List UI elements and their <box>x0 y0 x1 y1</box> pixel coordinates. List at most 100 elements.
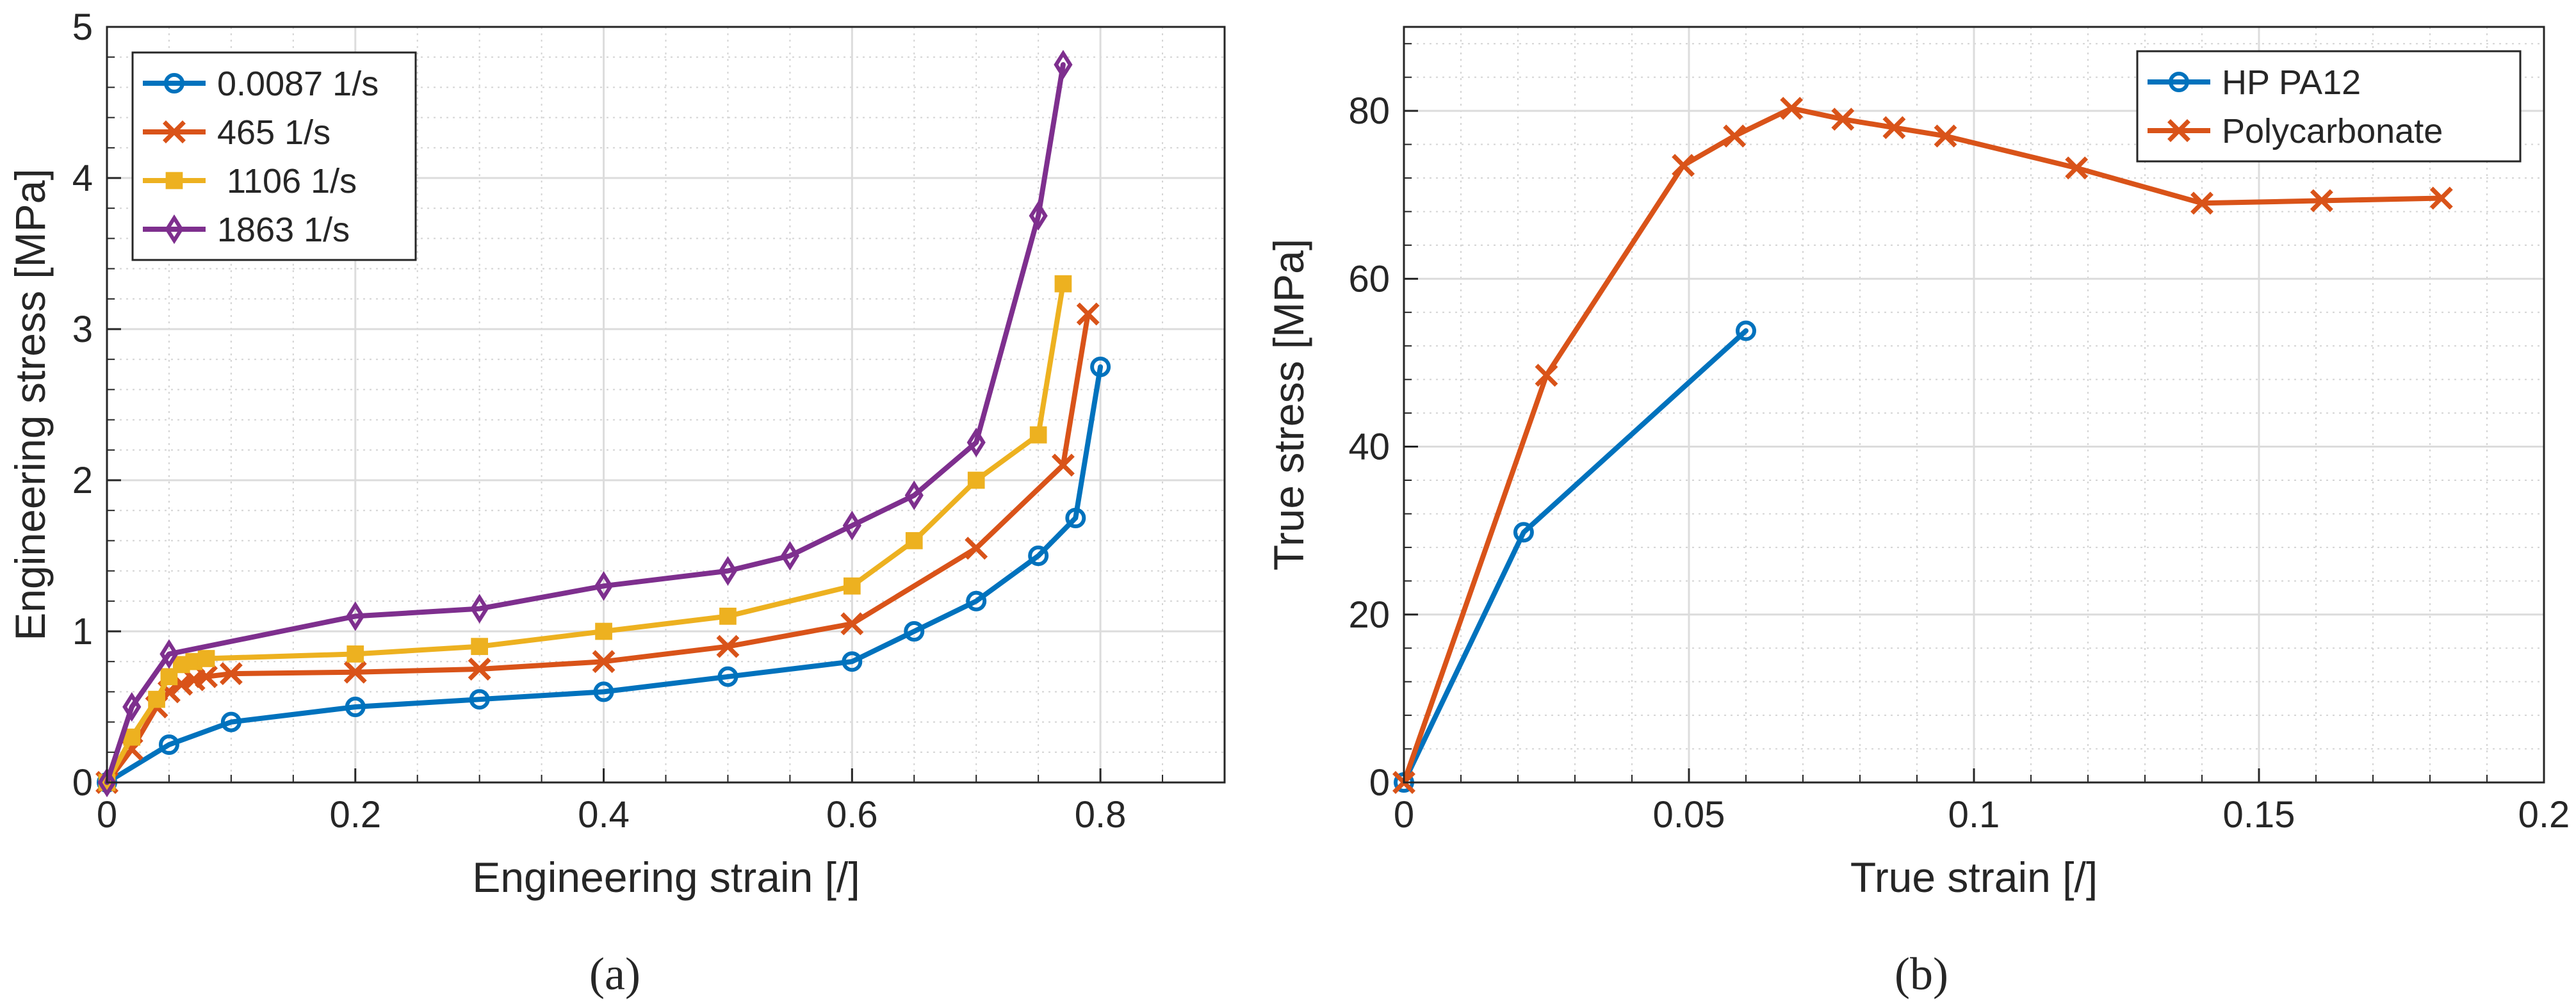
data-point-0-0087-1-s <box>345 697 366 717</box>
y-tick-label: 1 <box>72 611 93 652</box>
panel-b-caption: (b) <box>1895 948 1948 1000</box>
panel-b-x-axis-label: True strain [/] <box>1850 854 2098 901</box>
data-point-1106-1-s <box>905 532 923 549</box>
series-1863-1-s <box>97 49 1073 798</box>
x-tick-label: 0.6 <box>826 794 878 836</box>
legend-label: 0.0087 1/s <box>217 65 379 103</box>
legend-label: 1863 1/s <box>217 211 350 249</box>
panel-b-x-tick-labels: 0 0.05 0.1 0.15 0.2 <box>1394 794 2570 836</box>
data-point-465-1-s <box>468 658 491 681</box>
data-point-1106-1-s <box>1029 426 1047 444</box>
data-point-1863-1-s <box>122 692 142 722</box>
x-tick-label: 0 <box>1394 794 1414 836</box>
data-point-0-0087-1-s <box>1065 508 1086 528</box>
x-tick-label: 0.4 <box>578 794 630 836</box>
data-point-0-0087-1-s <box>158 734 179 755</box>
y-tick-label: 60 <box>1348 258 1390 300</box>
data-point-1106-1-s <box>595 622 612 640</box>
data-point-polycarbonate <box>1672 154 1695 177</box>
series-line-hp-pa12 <box>1401 328 1749 785</box>
data-point-polycarbonate <box>1831 108 1855 131</box>
data-point-polycarbonate <box>1723 124 1747 148</box>
data-point-1863-1-s <box>97 767 117 798</box>
legend-entry-hp-pa12: HP PA12 <box>2148 63 2361 102</box>
data-point-1863-1-s <box>966 427 986 458</box>
data-point-1863-1-s <box>594 571 614 601</box>
data-point-polycarbonate <box>1882 116 1906 140</box>
panel-a-legend: 0.0087 1/s 465 1/s 1106 1/s 1863 1/s <box>131 51 417 261</box>
data-point-465-1-s <box>965 537 988 560</box>
panel-a-ticks <box>106 26 1225 784</box>
data-point-0-0087-1-s <box>842 651 863 672</box>
series-0-0087-1-s <box>97 357 1111 793</box>
data-point-1863-1-s <box>1054 49 1073 80</box>
data-point-1106-1-s <box>719 608 737 625</box>
data-point-0-0087-1-s <box>904 621 925 642</box>
data-point-hp-pa12 <box>1513 522 1534 543</box>
y-tick-label: 0 <box>72 762 93 804</box>
series-line-1863-1-s <box>104 62 1066 785</box>
data-point-465-1-s <box>716 635 740 658</box>
data-point-0-0087-1-s <box>966 590 987 611</box>
panel-b-series <box>1392 97 2453 794</box>
data-point-polycarbonate <box>1535 364 1558 387</box>
data-point-1863-1-s <box>159 639 179 669</box>
legend-swatch-marker <box>164 73 184 93</box>
x-tick-label: 0.2 <box>329 794 381 836</box>
data-point-1106-1-s <box>346 645 364 663</box>
panel-a: 0 0.2 0.4 0.6 0.8 0 1 2 3 4 5 Engineering strain … <box>6 6 1226 1000</box>
data-point-1863-1-s <box>780 540 799 571</box>
series-line-polycarbonate <box>1401 106 2444 785</box>
x-tick-label: 0.15 <box>2223 794 2295 836</box>
data-point-polycarbonate <box>2190 191 2213 215</box>
data-point-polycarbonate <box>1934 124 1957 148</box>
data-point-1863-1-s <box>904 480 924 510</box>
legend-entry-polycarbonate: Polycarbonate <box>2148 112 2443 150</box>
legend-label: 465 1/s <box>217 113 330 152</box>
data-point-465-1-s <box>219 662 243 686</box>
data-point-polycarbonate <box>2429 186 2453 210</box>
legend-label: Polycarbonate <box>2222 112 2443 150</box>
x-tick-label: 0.2 <box>2518 794 2570 836</box>
data-point-1863-1-s <box>1029 200 1048 231</box>
panel-a-x-axis-label: Engineering strain [/] <box>472 854 860 901</box>
x-tick-label: 0.8 <box>1075 794 1127 836</box>
series-1106-1-s <box>98 275 1072 791</box>
legend-entry-1863-1-s: 1863 1/s <box>143 211 350 249</box>
data-point-polycarbonate <box>2065 156 2089 180</box>
legend-entry-0-0087-1-s: 0.0087 1/s <box>143 65 379 103</box>
data-point-465-1-s <box>840 612 864 636</box>
data-point-1106-1-s <box>967 471 985 489</box>
panel-b-legend: HP PA12 Polycarbonate <box>2136 50 2522 163</box>
data-point-1863-1-s <box>718 556 738 586</box>
series-line-0-0087-1-s <box>104 364 1104 785</box>
data-point-1106-1-s <box>471 638 489 655</box>
panel-a-y-tick-labels: 0 1 2 3 4 5 <box>72 6 93 804</box>
y-tick-label: 3 <box>72 309 93 350</box>
legend-entry-1106-1-s: 1106 1/s <box>143 162 357 200</box>
data-point-465-1-s <box>195 665 218 688</box>
data-point-0-0087-1-s <box>1090 357 1111 377</box>
data-point-1863-1-s <box>842 510 861 540</box>
data-point-0-0087-1-s <box>593 681 614 702</box>
legend-swatch-marker <box>165 172 183 190</box>
series-line-1106-1-s <box>104 281 1066 785</box>
panel-b-y-tick-labels: 0 20 40 60 80 <box>1348 90 1390 804</box>
series-polycarbonate <box>1392 97 2453 794</box>
x-tick-label: 0.1 <box>1948 794 2000 836</box>
legend-swatch-marker <box>2167 119 2190 142</box>
data-point-1863-1-s <box>346 601 365 631</box>
data-point-0-0087-1-s <box>220 711 241 733</box>
y-tick-label: 0 <box>1369 762 1390 804</box>
data-point-1106-1-s <box>1054 275 1072 293</box>
legend-label: HP PA12 <box>2222 63 2361 102</box>
panel-b: 0 0.05 0.1 0.15 0.2 0 20 40 60 80 True strain [/… <box>1265 26 2570 1000</box>
data-point-polycarbonate <box>2310 189 2333 213</box>
panel-a-x-tick-labels: 0 0.2 0.4 0.6 0.8 <box>97 794 1127 836</box>
legend-swatch-marker <box>165 214 184 245</box>
y-tick-label: 5 <box>72 6 93 48</box>
data-point-0-0087-1-s <box>469 689 490 710</box>
panel-a-series <box>95 49 1111 798</box>
data-point-0-0087-1-s <box>1028 546 1049 566</box>
data-point-hp-pa12 <box>1736 320 1756 341</box>
